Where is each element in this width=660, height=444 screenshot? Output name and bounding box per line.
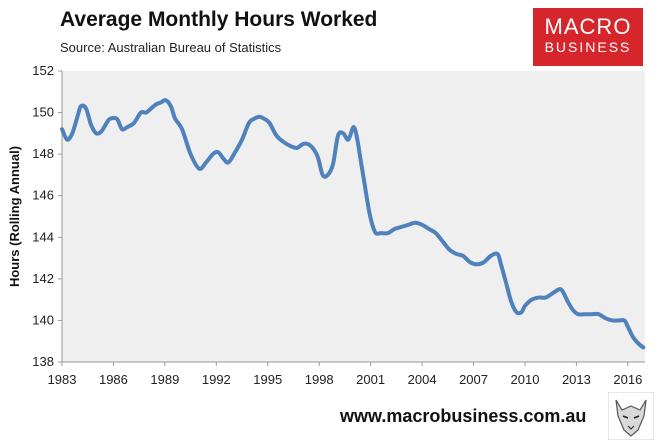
x-tick-label: 1983 xyxy=(48,372,77,387)
plot-area xyxy=(62,71,645,362)
x-tick-label: 2001 xyxy=(356,372,385,387)
logo-text-top: MACRO xyxy=(544,14,632,39)
series-line-hours xyxy=(60,98,646,350)
x-tick-label: 1989 xyxy=(150,372,179,387)
y-tick-label: 140 xyxy=(32,312,54,327)
y-axis-label: Hours (Rolling Annual) xyxy=(7,146,22,287)
chart-title: Average Monthly Hours Worked xyxy=(60,8,378,31)
x-tick-label: 2016 xyxy=(613,372,642,387)
y-tick-label: 144 xyxy=(32,229,54,244)
x-tick-label: 2010 xyxy=(511,372,540,387)
x-tick-label: 1998 xyxy=(305,372,334,387)
chart-subtitle: Source: Australian Bureau of Statistics xyxy=(60,40,282,55)
logo-text-bottom: BUSINESS xyxy=(544,39,632,55)
x-tick-label: 2004 xyxy=(408,372,437,387)
y-tick-label: 138 xyxy=(32,354,54,369)
x-tick-label: 1992 xyxy=(202,372,231,387)
y-tick-label: 142 xyxy=(32,271,54,286)
macrobusiness-logo[interactable]: MACRO BUSINESS xyxy=(533,8,643,66)
y-tick-label: 150 xyxy=(32,105,54,120)
footer-url[interactable]: www.macrobusiness.com.au xyxy=(340,406,587,426)
x-tick-label: 2007 xyxy=(459,372,488,387)
y-tick-label: 152 xyxy=(32,63,54,78)
y-tick-label: 146 xyxy=(32,188,54,203)
y-tick-label: 148 xyxy=(32,146,54,161)
x-tick-label: 1986 xyxy=(99,372,128,387)
x-tick-label: 2013 xyxy=(562,372,591,387)
x-tick-label: 1995 xyxy=(253,372,282,387)
wolf-icon xyxy=(608,392,654,440)
